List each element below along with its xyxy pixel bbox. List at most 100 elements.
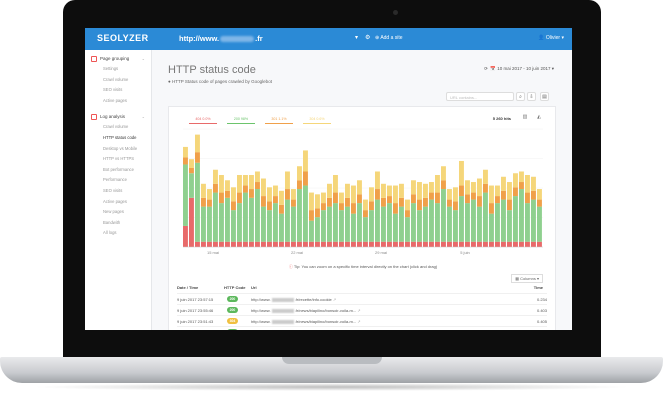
- sidebar-item[interactable]: Active pages: [103, 97, 127, 103]
- blurred-domain: [271, 319, 294, 324]
- bar-segment-404: [279, 241, 284, 247]
- bar-segment-404: [393, 241, 398, 247]
- caret-down-icon[interactable]: ▾: [355, 35, 359, 41]
- bar-segment-304: [369, 187, 374, 202]
- bar-segment-301: [399, 197, 404, 207]
- bar-segment-404: [219, 241, 224, 247]
- bar-segment-304: [297, 166, 302, 181]
- export-icon[interactable]: ⇩: [527, 92, 536, 101]
- bar-segment-304: [405, 199, 410, 211]
- bar-segment-200: [513, 196, 518, 242]
- bar-segment-304: [375, 171, 380, 190]
- area-chart-icon[interactable]: ◭: [537, 114, 541, 120]
- bar-segment-404: [531, 241, 536, 247]
- bar-segment-404: [243, 241, 248, 247]
- sidebar-item[interactable]: SEO visits: [103, 87, 123, 93]
- row-url[interactable]: http://www. .fr/recette/info.cookie ↗: [251, 297, 336, 302]
- legend-item[interactable]: 404 0.0%: [189, 116, 217, 124]
- bar-segment-200: [261, 206, 266, 242]
- bar-segment-200: [471, 199, 476, 242]
- sidebar-item[interactable]: SEO visits: [103, 188, 123, 193]
- bar-segment-301: [291, 199, 296, 207]
- url-end: .fr/news/biapilino/bonsoir-voila-m...: [294, 319, 357, 324]
- bar-segment-304: [453, 187, 458, 202]
- document-icon[interactable]: ▤: [540, 92, 549, 101]
- legend-item[interactable]: 200 98%: [227, 116, 255, 124]
- bar-segment-200: [315, 217, 320, 242]
- table-row[interactable]: 9 juin 2017 23:57:15 200 http://www. .fr/re…: [177, 293, 547, 305]
- date-range-text: 10 mai 2017 - 10 juin 2017: [497, 66, 551, 71]
- legend-item[interactable]: 304 0.6%: [303, 116, 331, 124]
- external-link-icon[interactable]: ↗: [356, 319, 361, 324]
- bar-segment-301: [249, 189, 254, 198]
- bar-segment-404: [345, 241, 350, 247]
- bar-chart-icon[interactable]: ▥: [522, 114, 528, 120]
- bar-segment-301: [477, 196, 482, 207]
- bar-segment-200: [519, 189, 524, 242]
- table-row[interactable]: 9 juin 2017 23:55:46 200 http://www. .fr/ne…: [177, 304, 547, 316]
- sidebar-item[interactable]: HTTP vs HTTPS: [103, 156, 135, 162]
- sidebar-item[interactable]: Settings: [103, 66, 119, 71]
- bar-segment-200: [231, 210, 236, 242]
- sidebar-section[interactable]: Log analysis: [91, 114, 125, 121]
- chevron-down-icon[interactable]: ⌄: [141, 114, 145, 120]
- external-link-icon[interactable]: ↗: [331, 297, 337, 302]
- sidebar-item[interactable]: All logs: [103, 230, 117, 236]
- table-row[interactable]: 9 juin 2017 23:51:43 304 http://www. .fr/ne…: [177, 315, 547, 327]
- app-logo[interactable]: SEOLYZER: [97, 33, 149, 43]
- bar-segment-304: [309, 192, 314, 211]
- sidebar-item[interactable]: New pages: [103, 209, 124, 215]
- sidebar-item[interactable]: Crawl volume: [103, 76, 129, 82]
- bar-segment-200: [381, 206, 386, 242]
- sidebar-item[interactable]: Bot performance: [103, 166, 134, 172]
- external-link-icon[interactable]: ↗: [356, 308, 361, 313]
- bar-segment-404: [309, 241, 314, 247]
- bar-segment-200: [201, 206, 206, 242]
- sidebar-item[interactable]: Performance: [103, 177, 127, 183]
- bar-segment-200: [195, 162, 200, 242]
- sidebar-item[interactable]: Desktop vs Mobile: [103, 145, 138, 151]
- bar-segment-301: [339, 203, 344, 211]
- bar-segment-301: [309, 210, 314, 221]
- row-url[interactable]: http://www. .fr/news/biapilino/bonsoir-vo…: [251, 319, 361, 324]
- bar-segment-200: [351, 213, 356, 242]
- bar-segment-304: [411, 180, 416, 195]
- bar-segment-200: [465, 203, 470, 242]
- sidebar-section[interactable]: Page grouping: [91, 56, 129, 62]
- gear-icon[interactable]: ⚙: [365, 35, 371, 41]
- bar-segment-301: [507, 199, 512, 211]
- add-site-button[interactable]: ⊕ Add a site: [375, 35, 403, 41]
- bar-segment-304: [333, 175, 338, 193]
- url-search-input[interactable]: URL contains...: [446, 92, 514, 101]
- bar-segment-304: [363, 199, 368, 211]
- user-menu[interactable]: 👤 Olivier ▾: [538, 35, 564, 41]
- site-selector[interactable]: http://www. .fr: [179, 34, 263, 43]
- search-icon[interactable]: ⌕: [516, 92, 525, 101]
- bar-segment-404: [213, 241, 218, 247]
- sidebar-item[interactable]: Bandwith: [103, 219, 121, 225]
- bar-segment-404: [357, 241, 362, 247]
- sidebar-item[interactable]: Active pages: [103, 198, 127, 204]
- site-url-suffix: .fr: [255, 34, 263, 43]
- table-row[interactable]: 9 juin 2017 23:43:57200http://www..fr/ne…: [177, 326, 547, 330]
- x-tick-label: 22 mai: [291, 250, 303, 255]
- bar-segment-404: [525, 241, 530, 247]
- bar-segment-301: [213, 183, 218, 193]
- chevron-down-icon[interactable]: ⌄: [141, 56, 145, 61]
- sidebar-item[interactable]: Crawl volume: [103, 124, 129, 130]
- http-status-chart[interactable]: 15 mai 22 mai 29 mai 5 juin: [169, 107, 557, 267]
- columns-button[interactable]: ▦ Columns ▾: [511, 274, 543, 283]
- row-time: 0.234: [536, 297, 547, 302]
- bar-segment-304: [273, 185, 278, 197]
- bar-segment-301: [207, 199, 212, 207]
- sidebar-item[interactable]: HTTP status code: [103, 135, 137, 140]
- bar-segment-404: [255, 241, 260, 247]
- row-url[interactable]: http://www. .fr/news/biapilino/bonsoir-vo…: [251, 308, 361, 313]
- date-range-picker[interactable]: ⟳ 📅 10 mai 2017 - 10 juin 2017 ▾: [484, 66, 554, 71]
- bar-segment-301: [273, 196, 278, 204]
- legend-item[interactable]: 301 1.1%: [265, 116, 293, 124]
- bar-segment-304: [183, 146, 188, 158]
- http-code-badge: 200: [227, 329, 238, 330]
- bar-segment-304: [489, 185, 494, 204]
- bar-segment-404: [483, 241, 488, 247]
